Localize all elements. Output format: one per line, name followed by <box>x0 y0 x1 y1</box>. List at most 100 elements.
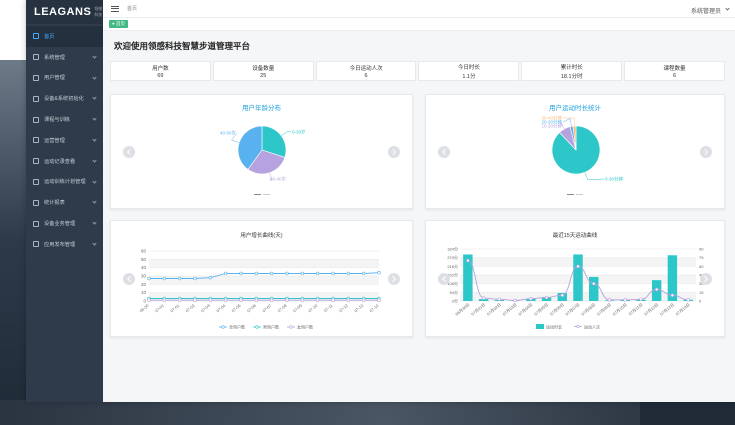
data-point[interactable] <box>346 271 351 276</box>
menu-toggle-icon[interactable] <box>111 4 119 13</box>
bar[interactable] <box>557 292 567 301</box>
sidebar-item[interactable]: 统计报表 <box>26 192 103 213</box>
brand-logo[interactable]: LEAGANS 领感科技 <box>26 0 103 24</box>
sidebar-item[interactable]: 运营管理 <box>26 130 103 151</box>
data-point[interactable] <box>466 258 470 263</box>
carousel-dots <box>111 182 412 200</box>
data-point[interactable] <box>269 271 274 276</box>
carousel-next-button[interactable] <box>700 272 712 285</box>
data-point[interactable] <box>208 298 213 302</box>
sidebar-item[interactable]: 用户管理 <box>26 68 103 89</box>
data-point[interactable] <box>481 296 486 300</box>
legend-label[interactable]: 女用户数 <box>297 324 313 330</box>
bar[interactable] <box>589 276 599 301</box>
data-point[interactable] <box>177 276 182 281</box>
data-point[interactable] <box>686 298 690 302</box>
data-point[interactable] <box>300 298 305 302</box>
data-point[interactable] <box>331 271 335 276</box>
data-point[interactable] <box>529 296 533 301</box>
user-growth-card: 用户增长曲线(天) 0 10 20 30 40 50 60 06-30 07-01 07-01 07… <box>110 220 413 337</box>
breadcrumb[interactable]: 首页 <box>127 6 138 12</box>
carousel-next-button[interactable] <box>700 145 712 158</box>
legend-label[interactable]: 男用户数 <box>263 324 279 330</box>
carousel-prev-button[interactable] <box>123 145 135 158</box>
legend-label[interactable]: 运动人次 <box>584 324 600 330</box>
pie-slice[interactable] <box>247 149 286 175</box>
data-point[interactable] <box>331 298 335 302</box>
data-point[interactable] <box>162 276 167 281</box>
data-point[interactable] <box>513 298 517 303</box>
data-point[interactable] <box>361 298 366 302</box>
data-point[interactable] <box>544 295 549 300</box>
legend-label[interactable]: 运动时长 <box>546 324 562 330</box>
carousel-next-button[interactable] <box>388 272 400 285</box>
data-point[interactable] <box>147 298 151 302</box>
data-point[interactable] <box>654 287 659 292</box>
data-point[interactable] <box>254 271 259 276</box>
carousel-prev-button[interactable] <box>438 272 450 285</box>
carousel-prev-button[interactable] <box>123 272 135 285</box>
data-point[interactable] <box>208 275 213 280</box>
bar[interactable] <box>478 299 489 301</box>
pie-slice[interactable] <box>237 125 263 170</box>
data-point[interactable] <box>285 298 289 302</box>
stat-label: 今日运动人次 <box>349 65 383 72</box>
pie-label: 10-20分钟 <box>541 123 562 130</box>
data-point[interactable] <box>377 270 381 275</box>
data-point[interactable] <box>315 298 320 302</box>
tag-home[interactable]: ● 首页 <box>109 20 128 28</box>
y-tick-label: 40 <box>141 265 147 270</box>
data-point[interactable] <box>193 276 197 281</box>
x-tick-label: 07月06日 <box>549 302 565 317</box>
grid-band <box>149 259 379 268</box>
grid-band <box>149 292 379 301</box>
sidebar-item[interactable]: 应用发布管理 <box>26 234 103 255</box>
data-point[interactable] <box>607 298 612 302</box>
data-point[interactable] <box>223 271 228 276</box>
bar[interactable] <box>667 255 678 301</box>
data-point[interactable] <box>147 276 151 281</box>
carousel-next-button[interactable] <box>388 145 400 158</box>
data-point[interactable] <box>177 298 182 302</box>
pie-label: 30-40岁 <box>270 176 286 183</box>
user-menu[interactable]: 系统管理员 <box>690 9 721 15</box>
legend-label[interactable]: 全用户数 <box>229 324 245 330</box>
stat-value: 69 <box>157 72 164 79</box>
y-right-tick-label: 75 <box>699 255 704 260</box>
sidebar-item[interactable]: 运动记录查看 <box>26 151 103 172</box>
bar[interactable] <box>463 254 473 301</box>
y-right-tick-label: 60 <box>699 264 704 269</box>
data-point[interactable] <box>162 298 167 302</box>
data-point[interactable] <box>497 297 502 301</box>
data-point[interactable] <box>269 298 274 302</box>
data-point[interactable] <box>223 298 228 302</box>
data-point[interactable] <box>670 293 675 297</box>
data-point[interactable] <box>639 297 643 301</box>
data-point[interactable] <box>315 271 320 276</box>
data-point[interactable] <box>239 298 243 302</box>
sidebar-item[interactable]: 首页 <box>26 26 103 47</box>
data-point[interactable] <box>576 264 580 269</box>
data-point[interactable] <box>193 298 197 302</box>
data-point[interactable] <box>592 281 596 286</box>
pie-slice[interactable] <box>261 125 287 158</box>
sidebar-item[interactable]: 设备业务管理 <box>26 213 103 234</box>
sidebar-item[interactable]: 系统管理 <box>26 47 103 68</box>
carousel-prev-button[interactable] <box>438 145 450 158</box>
data-point[interactable] <box>623 298 627 302</box>
data-point[interactable] <box>285 271 289 276</box>
x-tick-label: 07月14日 <box>675 302 691 317</box>
sidebar-item[interactable]: 课程与训练 <box>26 109 103 130</box>
sidebar-item[interactable]: 运动训练计划管理 <box>26 172 103 193</box>
exercise-combo-chart: 0分054分15108分30162分45216分60270分75324分9006… <box>447 246 704 330</box>
data-point[interactable] <box>346 298 351 302</box>
data-point[interactable] <box>361 271 366 276</box>
chevron-down-icon[interactable] <box>725 6 730 11</box>
data-point[interactable] <box>377 298 381 302</box>
data-point[interactable] <box>239 271 243 276</box>
data-point[interactable] <box>300 271 305 276</box>
sidebar-item[interactable]: 设备&系统初始化 <box>26 88 103 109</box>
data-point[interactable] <box>254 298 259 302</box>
bar[interactable] <box>573 254 583 301</box>
data-point[interactable] <box>560 293 564 297</box>
